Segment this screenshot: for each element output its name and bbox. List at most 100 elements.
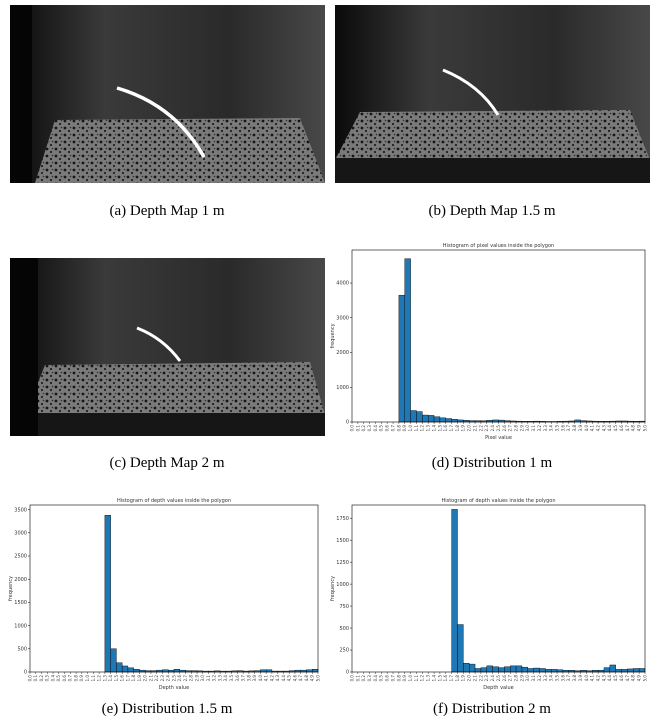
x-tick-label: 2.6	[502, 425, 507, 432]
x-tick-label: 1.9	[461, 675, 466, 682]
bar	[422, 414, 429, 423]
x-tick-label: 2.6	[502, 675, 507, 682]
x-tick-label: 1.6	[443, 675, 448, 682]
x-tick-label: 4.5	[613, 675, 618, 682]
caption: (d) Distribution 1 m	[432, 455, 553, 471]
x-tick-label: 1.5	[437, 425, 442, 432]
x-tick-label: 3.9	[578, 675, 583, 682]
x-tick-label: 2.0	[467, 425, 472, 432]
x-tick-label: 1.5	[114, 675, 119, 682]
x-tick-label: 0.1	[355, 425, 360, 432]
x-tick-label: 4.9	[310, 675, 315, 682]
x-tick-label: 1.9	[461, 425, 466, 432]
x-tick-label: 0.6	[385, 675, 390, 682]
x-tick-label: 3.7	[241, 675, 246, 682]
x-tick-label: 2.8	[513, 675, 518, 682]
x-tick-label: 2.8	[513, 425, 518, 432]
bar	[627, 668, 634, 673]
y-tick-label: 2000	[14, 577, 27, 583]
bar	[260, 669, 267, 673]
x-tick-label: 1.3	[426, 675, 431, 682]
x-tick-label: 3.5	[555, 425, 560, 432]
x-tick-label: 2.2	[154, 675, 159, 682]
y-tick-label: 750	[339, 604, 349, 610]
x-tick-label: 0.0	[349, 425, 354, 432]
bar	[638, 668, 646, 673]
x-tick-label: 4.4	[607, 675, 612, 682]
x-tick-label: 0.8	[396, 425, 401, 432]
x-tick-label: 2.5	[171, 675, 176, 682]
bar	[633, 668, 640, 673]
bar	[162, 669, 169, 673]
x-tick-label: 2.1	[472, 425, 477, 432]
x-tick-label: 0.9	[402, 675, 407, 682]
x-tick-label: 3.0	[525, 675, 530, 682]
x-tick-label: 1.9	[137, 675, 142, 682]
bar	[463, 663, 470, 673]
x-tick-label: 2.3	[160, 675, 165, 682]
x-tick-label: 1.5	[437, 675, 442, 682]
y-tick-label: 3000	[336, 315, 349, 321]
bar	[457, 419, 464, 423]
chart-title: Histogram of depth values inside the pol…	[117, 498, 231, 504]
x-tick-label: 0.4	[50, 675, 55, 682]
x-tick-label: 1.0	[408, 675, 413, 682]
x-tick-label: 3.7	[566, 425, 571, 432]
y-axis-label: frequency	[330, 576, 336, 601]
bar	[527, 668, 534, 673]
x-tick-label: 5.0	[315, 675, 320, 682]
x-tick-label: 2.5	[496, 425, 501, 432]
y-tick-label: 1750	[336, 516, 349, 522]
x-tick-label: 1.6	[120, 675, 125, 682]
x-tick-label: 4.6	[292, 675, 297, 682]
x-tick-label: 4.3	[601, 675, 606, 682]
x-tick-label: 2.6	[177, 675, 182, 682]
y-axis-label: frequency	[8, 576, 14, 601]
y-tick-label: 3000	[14, 531, 27, 537]
x-tick-label: 3.3	[543, 425, 548, 432]
x-tick-label: 1.2	[97, 675, 102, 682]
y-tick-label: 0	[346, 420, 349, 426]
x-tick-label: 1.7	[449, 425, 454, 432]
x-tick-label: 0.9	[402, 425, 407, 432]
bar	[609, 664, 616, 673]
x-tick-label: 3.6	[560, 425, 565, 432]
bar	[398, 294, 405, 423]
y-tick-label: 1500	[14, 600, 27, 606]
y-tick-label: 1000	[336, 385, 349, 391]
bar	[439, 417, 446, 423]
x-tick-label: 5.0	[642, 675, 647, 682]
bar	[312, 669, 319, 673]
x-tick-label: 0.3	[45, 675, 50, 682]
x-tick-label: 4.1	[590, 675, 595, 682]
depth-image-a	[10, 5, 325, 183]
y-tick-label: 500	[339, 626, 349, 632]
x-tick-label: 5.0	[642, 425, 647, 432]
bar	[427, 415, 435, 423]
x-tick-label: 0.2	[361, 675, 366, 682]
bar	[433, 416, 441, 423]
x-tick-label: 4.8	[631, 425, 636, 432]
x-tick-label: 1.0	[85, 675, 90, 682]
x-tick-label: 1.8	[131, 675, 136, 682]
x-tick-label: 2.0	[467, 675, 472, 682]
x-tick-label: 1.8	[455, 675, 460, 682]
bar	[574, 419, 581, 423]
bar	[474, 668, 482, 673]
x-tick-label: 2.4	[166, 675, 171, 682]
x-axis-label: Pixel value	[485, 435, 512, 441]
bar	[265, 669, 273, 673]
x-axis-label: Depth value	[483, 685, 513, 691]
bar	[504, 666, 511, 673]
x-tick-label: 4.0	[584, 425, 589, 432]
x-tick-label: 4.9	[637, 675, 642, 682]
bar	[104, 515, 111, 673]
x-tick-label: 2.3	[484, 675, 489, 682]
x-tick-label: 1.4	[108, 675, 113, 682]
x-tick-label: 1.3	[102, 675, 107, 682]
x-tick-label: 0.3	[367, 675, 372, 682]
x-tick-label: 4.8	[304, 675, 309, 682]
bar	[121, 665, 129, 673]
x-tick-label: 2.9	[194, 675, 199, 682]
